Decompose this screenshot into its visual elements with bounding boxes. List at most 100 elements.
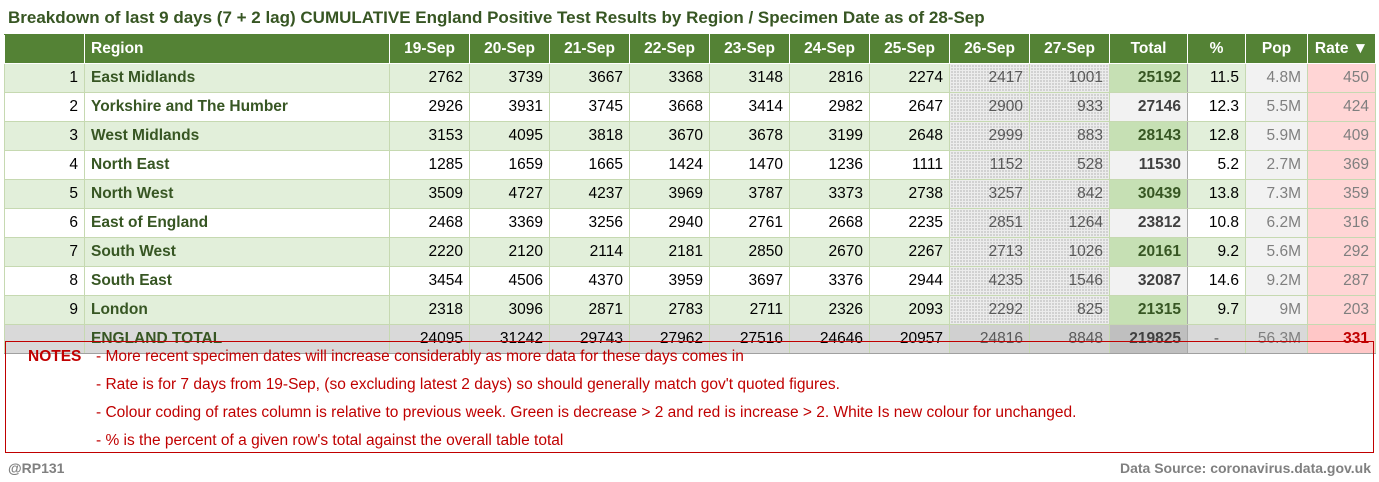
note-line: - Rate is for 7 days from 19-Sep, (so ex… bbox=[96, 376, 840, 393]
lag-day-value: 2713 bbox=[949, 237, 1030, 267]
day-value: 2711 bbox=[709, 295, 790, 325]
percent-value: 11.5 bbox=[1187, 63, 1246, 93]
day-value: 1665 bbox=[549, 150, 630, 180]
day-value: 3931 bbox=[469, 92, 550, 122]
day-value: 3376 bbox=[789, 266, 870, 296]
rate-value: 287 bbox=[1307, 266, 1376, 296]
header-region[interactable]: Region bbox=[84, 34, 390, 64]
day-value: 3148 bbox=[709, 63, 790, 93]
day-value: 2940 bbox=[629, 208, 710, 238]
day-value: 2783 bbox=[629, 295, 710, 325]
header-percent[interactable]: % bbox=[1187, 34, 1246, 64]
table-row[interactable]: 2 Yorkshire and The Humber 2926 3931 3745 366… bbox=[4, 92, 1376, 122]
table-row[interactable]: 3 West Midlands 3153 4095 3818 3670 3678 3199 26… bbox=[4, 121, 1376, 151]
lag-day-value: 24816 bbox=[949, 324, 1030, 354]
day-value: 3959 bbox=[629, 266, 710, 296]
row-index: 7 bbox=[4, 237, 85, 267]
header-rate-sort[interactable]: Rate ▼ bbox=[1307, 34, 1376, 64]
header-index bbox=[4, 34, 85, 64]
rate-value: 316 bbox=[1307, 208, 1376, 238]
day-value: 1659 bbox=[469, 150, 550, 180]
day-value: 3818 bbox=[549, 121, 630, 151]
header-total[interactable]: Total bbox=[1109, 34, 1188, 64]
header-day[interactable]: 23-Sep bbox=[709, 34, 790, 64]
lag-day-value: 842 bbox=[1029, 179, 1110, 209]
population-value: 7.3M bbox=[1245, 179, 1308, 209]
author-handle: @RP131 bbox=[8, 460, 65, 476]
day-value: 3670 bbox=[629, 121, 710, 151]
day-value: 2762 bbox=[389, 63, 470, 93]
day-value: 2761 bbox=[709, 208, 790, 238]
region-name: East of England bbox=[84, 208, 390, 238]
header-day[interactable]: 25-Sep bbox=[869, 34, 950, 64]
total-value: 21315 bbox=[1109, 295, 1188, 325]
day-value: 3739 bbox=[469, 63, 550, 93]
population-value: 6.2M bbox=[1245, 208, 1308, 238]
row-index: 9 bbox=[4, 295, 85, 325]
header-day[interactable]: 21-Sep bbox=[549, 34, 630, 64]
day-value: 27516 bbox=[709, 324, 790, 354]
region-name: Yorkshire and The Humber bbox=[84, 92, 390, 122]
total-value: 25192 bbox=[1109, 63, 1188, 93]
total-value: 27146 bbox=[1109, 92, 1188, 122]
day-value: 2267 bbox=[869, 237, 950, 267]
day-value: 1285 bbox=[389, 150, 470, 180]
table-row[interactable]: 7 South West 2220 2120 2114 2181 2850 2670 2267 2… bbox=[4, 237, 1376, 267]
lag-day-value: 2851 bbox=[949, 208, 1030, 238]
total-value: 23812 bbox=[1109, 208, 1188, 238]
percent-value: 9.7 bbox=[1187, 295, 1246, 325]
day-value: 2235 bbox=[869, 208, 950, 238]
table-row[interactable]: 1 East Midlands 2762 3739 3667 3368 3148 2816 22… bbox=[4, 63, 1376, 93]
table-row[interactable]: 4 North East 1285 1659 1665 1424 1470 1236 1111 1… bbox=[4, 150, 1376, 180]
lag-day-value: 2900 bbox=[949, 92, 1030, 122]
header-day[interactable]: 19-Sep bbox=[389, 34, 470, 64]
rate-value: 292 bbox=[1307, 237, 1376, 267]
rate-value: 369 bbox=[1307, 150, 1376, 180]
population-value: 9M bbox=[1245, 295, 1308, 325]
day-value: 2738 bbox=[869, 179, 950, 209]
day-value: 3414 bbox=[709, 92, 790, 122]
percent-value: 12.3 bbox=[1187, 92, 1246, 122]
day-value: 4095 bbox=[469, 121, 550, 151]
day-value: 3668 bbox=[629, 92, 710, 122]
header-day[interactable]: 22-Sep bbox=[629, 34, 710, 64]
header-day[interactable]: 20-Sep bbox=[469, 34, 550, 64]
header-day[interactable]: 24-Sep bbox=[789, 34, 870, 64]
day-value: 4727 bbox=[469, 179, 550, 209]
region-name: ENGLAND TOTAL bbox=[84, 324, 390, 354]
day-value: 1424 bbox=[629, 150, 710, 180]
england-total-row[interactable]: ENGLAND TOTAL 24095 31242 29743 27962 27516 24… bbox=[4, 324, 1376, 354]
percent-value: 9.2 bbox=[1187, 237, 1246, 267]
header-pop[interactable]: Pop bbox=[1245, 34, 1308, 64]
region-name: West Midlands bbox=[84, 121, 390, 151]
row-index: 8 bbox=[4, 266, 85, 296]
day-value: 2220 bbox=[389, 237, 470, 267]
row-index: 6 bbox=[4, 208, 85, 238]
day-value: 3373 bbox=[789, 179, 870, 209]
header-day[interactable]: 26-Sep bbox=[949, 34, 1030, 64]
table-row[interactable]: 5 North West 3509 4727 4237 3969 3787 3373 2738 3… bbox=[4, 179, 1376, 209]
table-row[interactable]: 9 London 2318 3096 2871 2783 2711 2326 2093 2292 8… bbox=[4, 295, 1376, 325]
note-line: - Colour coding of rates column is relat… bbox=[96, 404, 1077, 421]
notes-box: NOTES - More recent specimen dates will … bbox=[5, 341, 1374, 453]
day-value: 2670 bbox=[789, 237, 870, 267]
day-value: 2926 bbox=[389, 92, 470, 122]
day-value: 2982 bbox=[789, 92, 870, 122]
row-index bbox=[4, 324, 85, 354]
total-value: 28143 bbox=[1109, 121, 1188, 151]
rate-value: 409 bbox=[1307, 121, 1376, 151]
table-row[interactable]: 6 East of England 2468 3369 3256 2940 2761 2668… bbox=[4, 208, 1376, 238]
table-row[interactable]: 8 South East 3454 4506 4370 3959 3697 3376 2944 4… bbox=[4, 266, 1376, 296]
day-value: 1236 bbox=[789, 150, 870, 180]
day-value: 2093 bbox=[869, 295, 950, 325]
day-value: 3697 bbox=[709, 266, 790, 296]
day-value: 1111 bbox=[869, 150, 950, 180]
total-value: 20161 bbox=[1109, 237, 1188, 267]
lag-day-value: 2292 bbox=[949, 295, 1030, 325]
day-value: 3969 bbox=[629, 179, 710, 209]
header-day[interactable]: 27-Sep bbox=[1029, 34, 1110, 64]
rate-value: 359 bbox=[1307, 179, 1376, 209]
lag-day-value: 1152 bbox=[949, 150, 1030, 180]
day-value: 2274 bbox=[869, 63, 950, 93]
population-value: 5.6M bbox=[1245, 237, 1308, 267]
